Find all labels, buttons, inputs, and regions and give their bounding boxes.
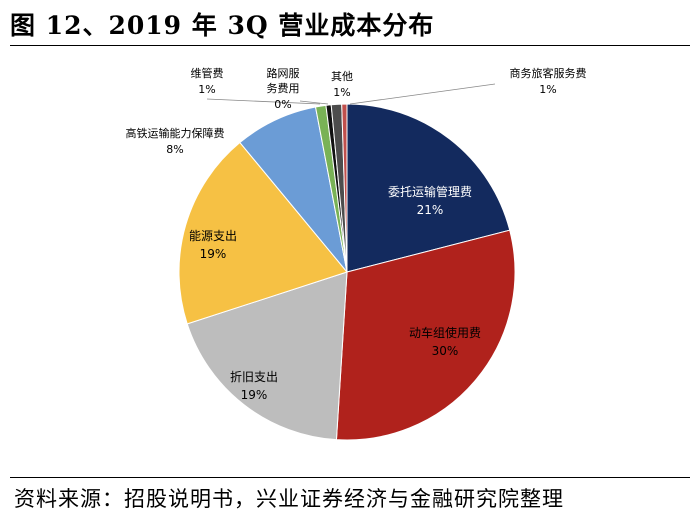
- pie-slice: [186, 271, 348, 441]
- slice-name-label: 维管费: [191, 66, 224, 80]
- source-note: 资料来源：招股说明书，兴业证券经济与金融研究院整理: [14, 487, 564, 511]
- slice-name-label: 商务旅客服务费: [510, 66, 587, 80]
- slice-value-label: 21%: [417, 203, 444, 217]
- top-divider: [10, 45, 690, 46]
- slice-name-label: 其他: [331, 70, 353, 83]
- pie-slice: [178, 141, 348, 325]
- slice-labels: 委托运输管理费 21% 动车组使用费 30% 折旧支出 19% 能源支出 19% 高铁运输能力保…: [126, 66, 587, 402]
- slice-value-label: 19%: [200, 247, 227, 261]
- slice-value-label: 1%: [539, 83, 556, 96]
- slice-name-label: 委托运输管理费: [388, 184, 472, 199]
- pie-slice: [346, 103, 511, 273]
- slice-name-label: 折旧支出: [230, 369, 278, 384]
- slice-name-label: 能源支出: [189, 229, 237, 243]
- pie-slice: [341, 103, 348, 273]
- leader-line: [299, 100, 329, 105]
- leader-line: [349, 83, 496, 105]
- slice-value-label: 0%: [274, 98, 291, 111]
- leader-lines: [206, 83, 496, 105]
- slice-name-label: 高铁运输能力保障费: [126, 126, 225, 140]
- slice-value-label: 1%: [198, 83, 215, 96]
- slice-value-label: 30%: [432, 344, 459, 358]
- pie-slices: [178, 103, 516, 441]
- slice-name-label: 动车组使用费: [409, 325, 481, 340]
- leader-line: [206, 98, 321, 105]
- figure-title: 图 12、2019 年 3Q 营业成本分布: [10, 11, 435, 40]
- pie-slice: [335, 229, 516, 441]
- slice-value-label: 19%: [241, 388, 268, 402]
- bottom-divider: [10, 477, 690, 478]
- slice-value-label: 8%: [166, 143, 183, 156]
- slice-name-label: 路网服: [267, 67, 300, 80]
- slice-name-label: 务费用: [267, 82, 300, 95]
- slice-value-label: 1%: [333, 86, 350, 99]
